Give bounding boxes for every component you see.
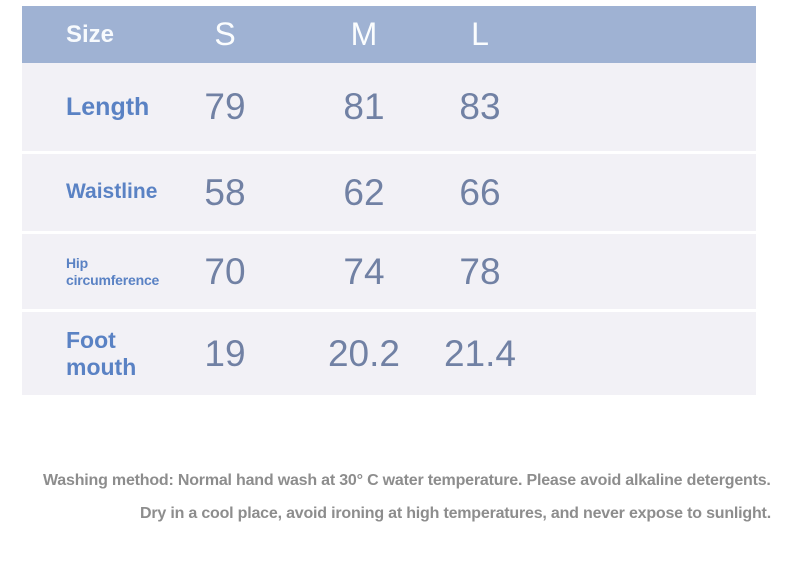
table-row-length: Length 79 81 83 — [22, 63, 756, 154]
size-table-header-row: Size S M L — [22, 6, 756, 63]
length-value-l: 83 — [459, 86, 501, 127]
hip-value-m: 74 — [343, 250, 385, 292]
header-size-label: Size — [66, 20, 115, 48]
waistline-value-l: 66 — [459, 171, 501, 213]
header-col-m: M — [350, 16, 378, 52]
care-instruction-line-2: Dry in a cool place, avoid ironing at hi… — [140, 505, 771, 522]
row-label-foot-mouth: Foot mouth — [66, 327, 137, 380]
length-value-s: 79 — [204, 86, 246, 127]
foot-value-l: 21.4 — [443, 332, 516, 374]
table-row-foot-mouth: Foot mouth 19 20.2 21.4 — [22, 312, 756, 395]
table-row-waistline: Waistline 58 62 66 — [22, 154, 756, 234]
foot-value-s: 19 — [204, 332, 246, 374]
row-label-waistline: Waistline — [66, 180, 158, 204]
hip-value-l: 78 — [459, 250, 501, 292]
length-value-m: 81 — [343, 86, 385, 127]
waistline-value-s: 58 — [204, 171, 246, 213]
row-label-hip-circumference: Hip circumference — [66, 255, 160, 288]
header-col-s: S — [214, 16, 236, 52]
table-row-hip-circumference: Hip circumference 70 74 78 — [22, 234, 756, 312]
size-table: Size S M L Length 79 81 83 Waistline 58 … — [22, 6, 756, 395]
hip-value-s: 70 — [204, 250, 246, 292]
foot-value-m: 20.2 — [327, 332, 400, 374]
waistline-value-m: 62 — [343, 171, 385, 213]
care-instruction-line-1: Washing method: Normal hand wash at 30° … — [43, 472, 771, 489]
header-col-l: L — [471, 16, 489, 52]
row-label-length: Length — [66, 92, 150, 121]
